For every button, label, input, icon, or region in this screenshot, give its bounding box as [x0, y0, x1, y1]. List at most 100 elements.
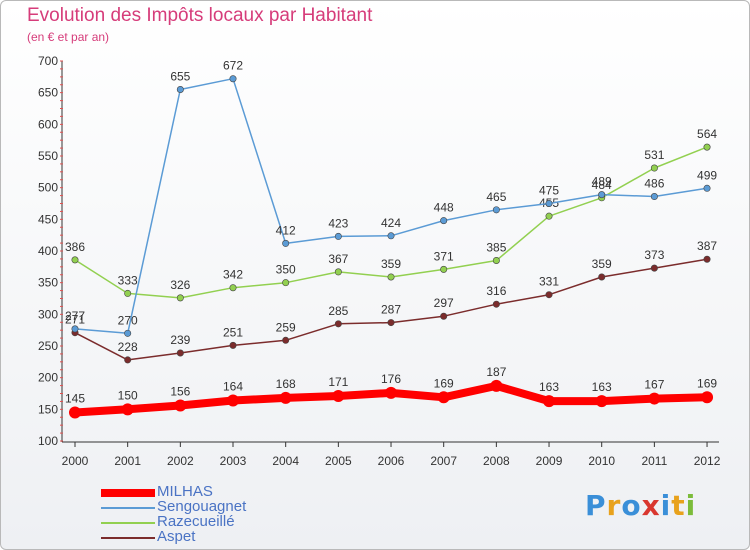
- data-label: 239: [170, 333, 190, 347]
- data-point: [282, 279, 290, 287]
- y-tick-label: 500: [38, 181, 58, 195]
- data-point: [595, 395, 608, 408]
- y-tick-label: 400: [38, 244, 58, 258]
- data-label: 489: [592, 175, 612, 189]
- data-label: 486: [644, 177, 664, 191]
- data-point: [121, 403, 134, 416]
- data-point: [229, 75, 237, 83]
- data-label: 386: [65, 240, 85, 254]
- legend-swatch: [101, 537, 155, 539]
- data-label: 156: [170, 385, 190, 399]
- y-tick-label: 550: [38, 149, 58, 163]
- logo-letter: P: [585, 489, 607, 522]
- data-point: [282, 336, 290, 344]
- data-label: 331: [539, 275, 559, 289]
- data-label: 371: [434, 249, 454, 263]
- data-point: [227, 394, 240, 407]
- data-label: 350: [276, 263, 296, 277]
- data-label: 465: [486, 190, 506, 204]
- data-point: [176, 349, 184, 357]
- data-label: 167: [644, 378, 664, 392]
- data-label: 169: [434, 376, 454, 390]
- data-label: 171: [328, 375, 348, 389]
- data-label: 164: [223, 379, 243, 393]
- data-point: [387, 232, 395, 240]
- data-label: 145: [65, 392, 85, 406]
- data-point: [69, 406, 81, 419]
- data-point: [71, 325, 79, 333]
- data-point: [174, 399, 187, 412]
- data-label: 385: [486, 241, 506, 255]
- x-tick-label: 2011: [641, 454, 667, 468]
- data-point: [124, 289, 132, 297]
- data-point: [440, 217, 448, 225]
- data-point: [176, 294, 184, 302]
- data-label: 228: [118, 340, 138, 354]
- data-point: [545, 212, 553, 220]
- data-point: [492, 206, 500, 214]
- data-point: [650, 193, 658, 201]
- data-label: 285: [328, 304, 348, 318]
- data-point: [650, 264, 658, 272]
- data-label: 168: [276, 377, 296, 391]
- chart-subtitle: (en € et par an): [27, 30, 110, 44]
- data-point: [332, 390, 345, 403]
- y-tick-label: 200: [38, 371, 58, 385]
- y-tick-label: 100: [38, 434, 58, 448]
- data-point: [71, 256, 79, 264]
- legend-label: Aspet: [157, 528, 196, 545]
- data-point: [334, 232, 342, 240]
- data-point: [176, 86, 184, 94]
- data-label: 387: [697, 239, 717, 253]
- x-tick-label: 2001: [114, 454, 141, 468]
- logo-letter: i: [660, 489, 672, 522]
- data-label: 655: [170, 70, 190, 84]
- y-tick-label: 700: [38, 54, 58, 68]
- y-tick-label: 350: [38, 276, 58, 290]
- y-tick-label: 300: [38, 307, 58, 321]
- x-tick-label: 2003: [220, 454, 247, 468]
- y-tick-label: 150: [38, 402, 58, 416]
- data-point: [385, 386, 398, 399]
- data-label: 150: [118, 388, 138, 402]
- data-point: [648, 392, 661, 405]
- data-point: [492, 300, 500, 308]
- y-tick-label: 250: [38, 339, 58, 353]
- data-point: [703, 184, 711, 192]
- data-label: 531: [644, 148, 664, 162]
- legend-swatch: [101, 489, 155, 497]
- logo-letter: o: [621, 489, 642, 522]
- data-label: 367: [328, 252, 348, 266]
- legend-label: Sengouagnet: [157, 498, 247, 515]
- x-tick-label: 2008: [483, 454, 510, 468]
- data-label: 484: [592, 178, 612, 192]
- data-point: [545, 291, 553, 299]
- y-tick-label: 600: [38, 117, 58, 131]
- logo-letter: x: [641, 489, 661, 522]
- data-point: [703, 255, 711, 263]
- x-tick-label: 2012: [694, 454, 721, 468]
- data-point: [334, 320, 342, 328]
- data-label: 333: [118, 273, 138, 287]
- legend-swatch: [101, 522, 155, 524]
- y-tick-label: 650: [38, 86, 58, 100]
- data-label: 424: [381, 216, 401, 230]
- data-label: 423: [328, 216, 348, 230]
- data-label: 297: [434, 296, 454, 310]
- data-label: 564: [697, 127, 717, 141]
- x-tick-label: 2007: [430, 454, 457, 468]
- data-label: 359: [381, 257, 401, 271]
- data-label: 271: [65, 313, 85, 327]
- data-point: [229, 341, 237, 349]
- data-point: [598, 191, 606, 199]
- data-point: [701, 391, 714, 404]
- data-label: 412: [276, 223, 296, 237]
- data-label: 277: [65, 309, 85, 323]
- logo-letter: i: [685, 489, 697, 522]
- data-label: 169: [697, 376, 717, 390]
- x-tick-label: 2000: [62, 454, 89, 468]
- data-label: 176: [381, 372, 401, 386]
- data-point: [490, 379, 503, 392]
